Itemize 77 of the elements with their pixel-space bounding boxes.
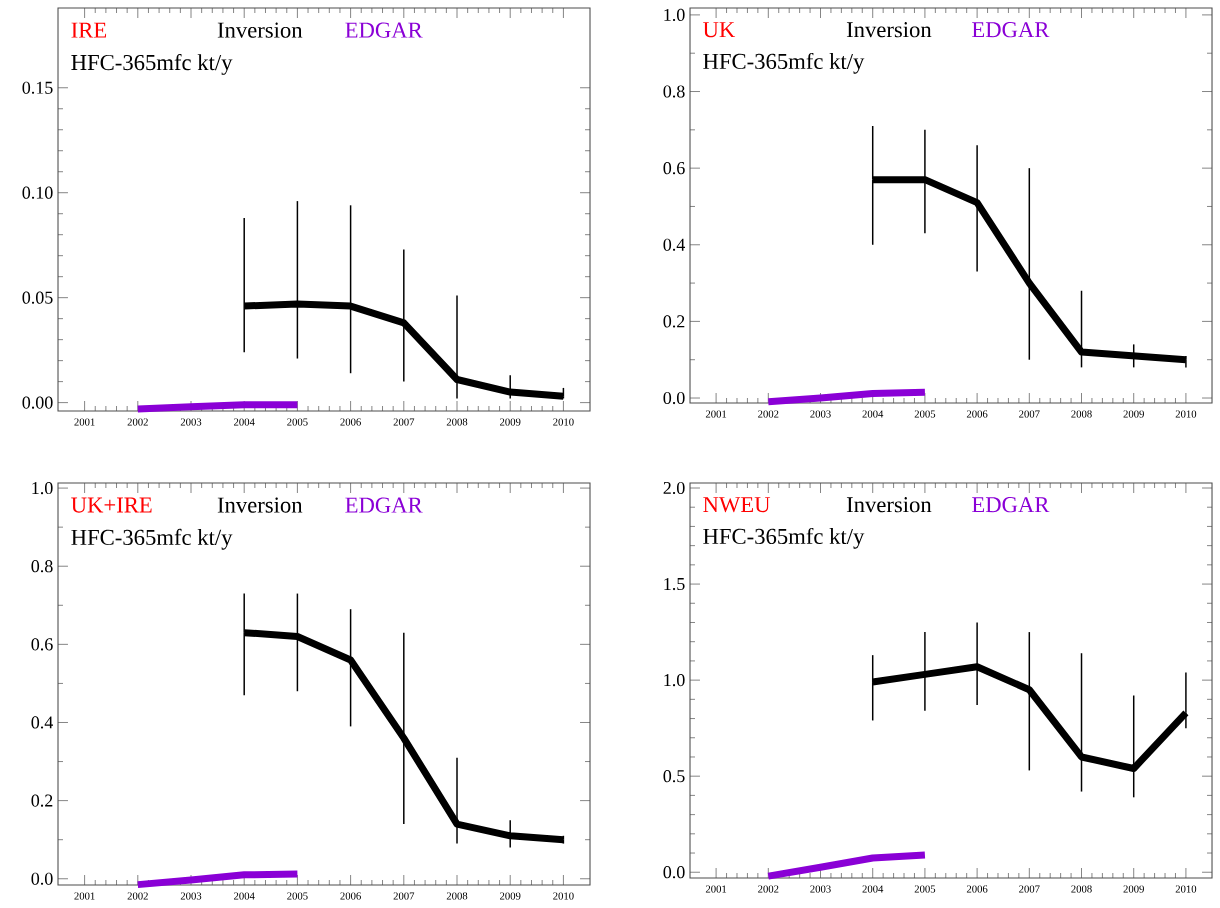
text: EDGAR (972, 497, 1050, 513)
y-tick-label: 0.4 (663, 238, 686, 251)
x-tick-label: 2009 (1123, 885, 1144, 893)
x-tick-label: 2002 (758, 885, 779, 893)
x-tick-label: 2003 (810, 885, 831, 893)
y-tick-label: 0.2 (31, 794, 53, 807)
y-tick-label: 0.0 (663, 391, 685, 405)
x-tick-label: 2008 (1071, 885, 1092, 893)
text: HFC-365mfc kt/y (703, 52, 865, 74)
text: EDGAR (972, 22, 1050, 38)
x-tick-label: 2009 (500, 418, 521, 426)
x-tick-label: 2006 (340, 892, 361, 900)
y-tick-label: 0.2 (663, 315, 685, 328)
x-tick-label: 2008 (1071, 410, 1092, 418)
x-tick-label: 2002 (127, 892, 148, 900)
x-tick-label: 2010 (1175, 410, 1197, 418)
x-tick-label: 2008 (446, 418, 468, 426)
text: Inversion (846, 497, 932, 513)
x-tick-label: 2005 (287, 418, 308, 426)
x-tick-label: 2006 (340, 418, 361, 426)
x-tick-label: 2004 (862, 410, 884, 418)
x-tick-label: 2007 (1019, 885, 1040, 893)
y-tick-label: 0.8 (31, 560, 53, 573)
text: HFC-365mfc kt/y (703, 527, 865, 549)
y-tick-label: 0.5 (663, 770, 685, 783)
x-tick-label: 2006 (966, 410, 988, 418)
x-tick-label: 2003 (810, 410, 831, 418)
y-tick-label: 0.8 (663, 85, 685, 98)
x-tick-label: 2007 (393, 892, 415, 900)
text: Inversion (846, 22, 932, 38)
y-tick-label: 0.6 (663, 162, 685, 175)
x-tick-label: 2005 (914, 410, 936, 418)
x-tick-label: 2003 (180, 892, 202, 900)
text: Inversion (217, 22, 303, 38)
x-tick-label: 2001 (74, 418, 95, 426)
x-tick-label: 2003 (180, 418, 202, 426)
chart-title: IRE (71, 22, 107, 38)
y-tick-label: 0.0 (663, 866, 685, 879)
text: EDGAR (345, 22, 423, 38)
x-tick-label: 2001 (74, 892, 95, 900)
x-tick-label: 2002 (758, 410, 779, 418)
chart-title: UK+IRE (71, 497, 152, 513)
y-tick-label: 1.0 (32, 481, 53, 495)
x-tick-label: 2010 (553, 892, 574, 900)
y-tick-label: 1.5 (664, 578, 685, 591)
chart-title: NWEU (703, 497, 771, 513)
x-tick-label: 2004 (234, 418, 255, 426)
x-tick-label: 2010 (1175, 885, 1197, 893)
x-tick-label: 2008 (446, 892, 468, 900)
text: EDGAR (345, 497, 423, 513)
y-tick-label: 0.15 (22, 81, 53, 94)
x-tick-label: 2007 (1019, 410, 1040, 418)
x-tick-label: 2005 (914, 885, 936, 893)
x-tick-label: 2010 (553, 418, 574, 426)
x-tick-label: 2001 (705, 885, 727, 893)
y-tick-label: 0.4 (31, 716, 54, 729)
x-tick-label: 2006 (966, 885, 988, 893)
chart-title: UK (703, 22, 736, 38)
y-tick-label: 0.05 (22, 291, 53, 304)
x-tick-label: 2007 (393, 418, 415, 426)
y-tick-label: 1.0 (664, 8, 685, 22)
y-tick-label: 2.0 (663, 481, 685, 495)
y-tick-label: 0.0 (31, 872, 53, 885)
x-tick-label: 2005 (287, 892, 308, 900)
x-tick-label: 2004 (862, 885, 884, 893)
text: HFC-365mfc kt/y (71, 528, 233, 550)
text: HFC-365mfc kt/y (71, 54, 233, 75)
x-tick-label: 2001 (705, 410, 727, 418)
y-tick-label: 0.10 (22, 186, 53, 199)
text: Inversion (217, 497, 303, 513)
y-tick-label: 0.6 (31, 638, 53, 651)
y-tick-label: 0.00 (22, 396, 53, 409)
x-tick-label: 2009 (500, 892, 521, 900)
x-tick-label: 2009 (1123, 410, 1144, 418)
y-tick-label: 1.0 (664, 674, 685, 687)
x-tick-label: 2002 (127, 418, 148, 426)
x-tick-label: 2004 (234, 892, 255, 900)
